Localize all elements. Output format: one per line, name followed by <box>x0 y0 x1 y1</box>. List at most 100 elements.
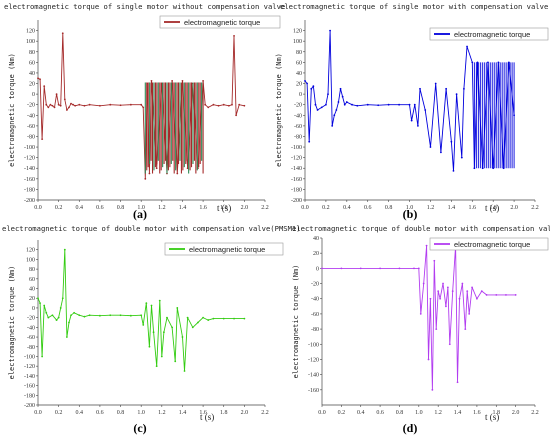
data-point <box>439 297 442 300</box>
x-tick-label: 0.8 <box>385 205 393 211</box>
y-tick-label: -60 <box>27 335 35 341</box>
y-tick-label: -40 <box>27 113 35 119</box>
data-point <box>431 388 434 391</box>
data-point <box>155 167 158 170</box>
data-point <box>460 156 463 159</box>
data-point <box>471 61 474 64</box>
data-point <box>243 317 246 320</box>
data-point <box>186 167 189 170</box>
data-point <box>429 297 432 300</box>
data-point <box>53 106 56 109</box>
data-point <box>99 104 101 107</box>
y-tick-label: -120 <box>24 156 35 162</box>
panel-label: (d) <box>403 421 418 435</box>
data-point <box>379 267 381 270</box>
data-point <box>335 109 338 111</box>
data-point <box>63 248 66 251</box>
x-tick-label: 1.6 <box>199 410 207 416</box>
data-point <box>306 82 308 85</box>
data-point <box>183 370 186 372</box>
data-point <box>461 282 464 285</box>
x-tick-label: 1.2 <box>434 410 442 416</box>
data-point <box>331 124 334 127</box>
data-point <box>222 317 225 320</box>
y-tick-label: -120 <box>24 364 35 370</box>
x-tick-label: 1.0 <box>137 205 145 211</box>
x-axis-label: t (s) <box>485 412 499 422</box>
data-point <box>191 326 194 329</box>
data-point <box>129 314 132 317</box>
data-point <box>448 343 451 346</box>
data-point <box>212 317 215 320</box>
data-point <box>142 324 145 326</box>
data-point <box>181 79 184 82</box>
data-point <box>316 109 319 111</box>
data-point <box>466 290 469 293</box>
x-tick-label: 0.4 <box>76 205 84 211</box>
data-point <box>485 294 488 296</box>
legend-box <box>429 27 549 41</box>
data-point <box>197 321 199 324</box>
chart-title: electromagnetic torque of single motor w… <box>280 2 548 11</box>
data-point <box>398 103 400 106</box>
y-tick-label: -20 <box>311 282 319 288</box>
chart-title: electromagnetic torque of single motor w… <box>4 2 285 11</box>
x-axis-label: t (s) <box>217 203 231 213</box>
y-tick-label: 0 <box>32 92 35 98</box>
data-point <box>155 365 158 368</box>
data-point <box>310 87 313 90</box>
data-point <box>222 103 225 106</box>
chart-panel-1: electromagnetic torque of single motor w… <box>4 2 285 221</box>
data-point <box>466 45 468 48</box>
y-tick-label: 20 <box>29 82 35 88</box>
y-tick-label: 60 <box>29 277 35 283</box>
data-point <box>45 311 48 314</box>
x-tick-label: 0.4 <box>357 410 365 416</box>
data-point <box>495 294 498 296</box>
data-point <box>162 331 165 334</box>
data-point <box>78 103 81 106</box>
data-point <box>61 32 64 35</box>
data-point <box>47 316 50 319</box>
x-tick-label: 0.6 <box>96 410 104 416</box>
y-tick-label: -160 <box>24 384 35 390</box>
data-point <box>446 286 449 289</box>
data-point <box>186 316 189 319</box>
y-tick-label: 0 <box>32 306 35 312</box>
data-point <box>171 326 174 329</box>
data-point <box>419 313 422 315</box>
panel-label: (a) <box>133 207 147 221</box>
y-tick-label: 120 <box>26 248 35 254</box>
y-tick-label: 20 <box>29 296 35 302</box>
x-tick-label: 1.6 <box>199 205 207 211</box>
data-point <box>492 167 495 170</box>
data-point <box>176 307 179 309</box>
data-point <box>47 106 50 109</box>
data-point <box>70 102 72 105</box>
panel-label: (c) <box>133 421 146 435</box>
data-point <box>59 104 62 107</box>
data-point <box>238 103 241 106</box>
legend-box <box>159 15 281 29</box>
data-point <box>140 103 143 106</box>
x-tick-label: 1.2 <box>158 205 166 211</box>
data-point <box>437 290 440 293</box>
y-tick-label: -80 <box>311 327 319 333</box>
data-point <box>150 79 153 82</box>
data-point <box>152 331 155 334</box>
y-tick-label: -200 <box>24 403 35 409</box>
y-tick-label: -120 <box>308 357 319 363</box>
series-line <box>37 249 245 372</box>
x-tick-label: 0.0 <box>301 205 309 211</box>
data-point <box>359 267 362 270</box>
y-tick-label: 60 <box>296 60 302 66</box>
data-point <box>78 314 81 317</box>
data-point <box>235 114 238 117</box>
x-axis-label: t (s) <box>485 203 499 213</box>
data-point <box>68 106 70 109</box>
data-point <box>160 355 163 358</box>
x-tick-label: 2.0 <box>241 410 249 416</box>
x-tick-label: 2.2 <box>531 205 539 211</box>
y-tick-label: 80 <box>29 267 35 273</box>
y-tick-label: 80 <box>29 50 35 56</box>
